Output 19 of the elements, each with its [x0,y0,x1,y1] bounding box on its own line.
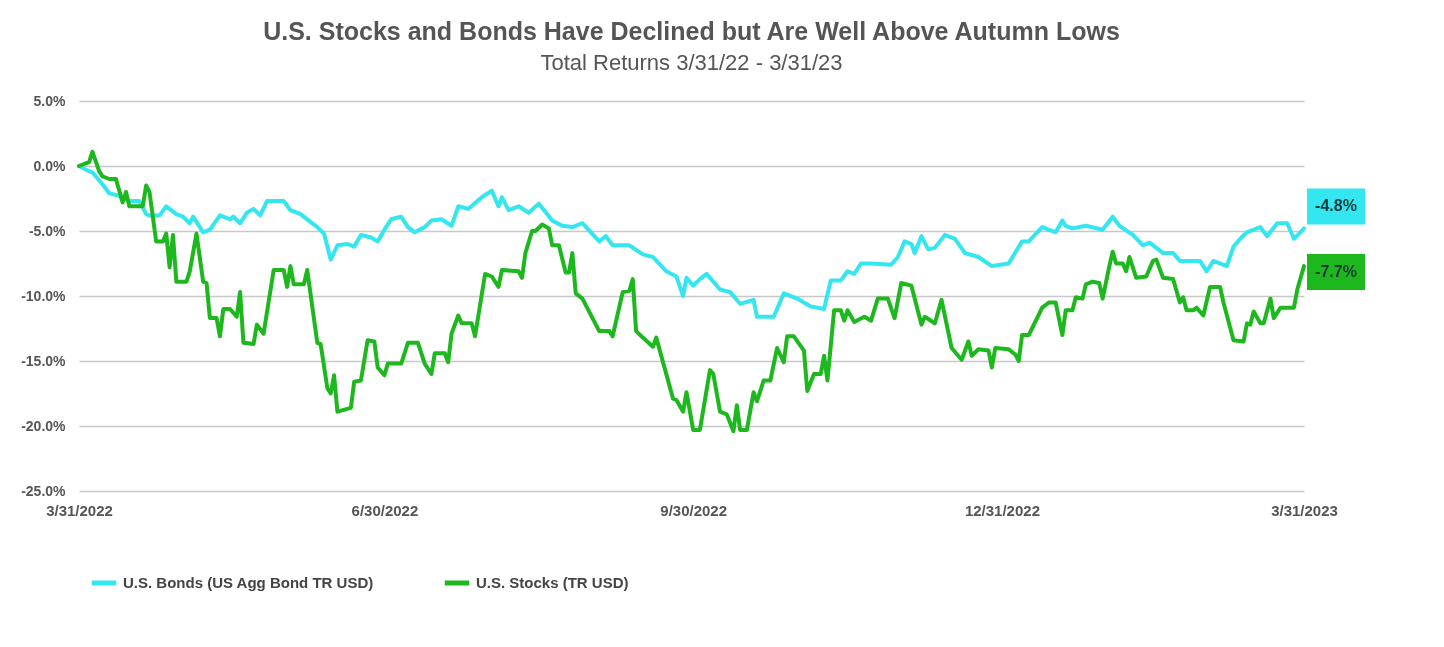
legend-label: U.S. Stocks (TR USD) [476,574,629,591]
line-series [77,164,1306,319]
annotation: -4.8% [1315,197,1357,215]
x-tick-label: 12/31/2022 [964,501,1040,519]
legend-label: U.S. Bonds (US Agg Bond TR USD) [123,574,374,591]
y-tick-label: 5.0% [33,92,67,109]
y-tick-label: -25.0% [21,482,67,499]
x-tick-label: 9/30/2022 [660,501,728,519]
chart-subtitle: Total Returns 3/31/22 - 3/31/23 [540,50,843,75]
x-tick-label: 3/31/2023 [1271,501,1338,519]
x-tick-label: 3/31/2022 [46,501,113,519]
y-tick-label: -15.0% [21,352,67,369]
y-tick-label: -20.0% [21,417,67,434]
x-tick-label: 6/30/2022 [351,501,419,519]
annotation: -7.7% [1315,263,1357,281]
chart-title: U.S. Stocks and Bonds Have Declined but Are Well Above Autumn Lows [263,17,1120,45]
y-tick-label: -5.0% [28,222,67,239]
y-tick-label: -10.0% [21,287,67,304]
y-tick-label: 0.0% [33,157,67,174]
